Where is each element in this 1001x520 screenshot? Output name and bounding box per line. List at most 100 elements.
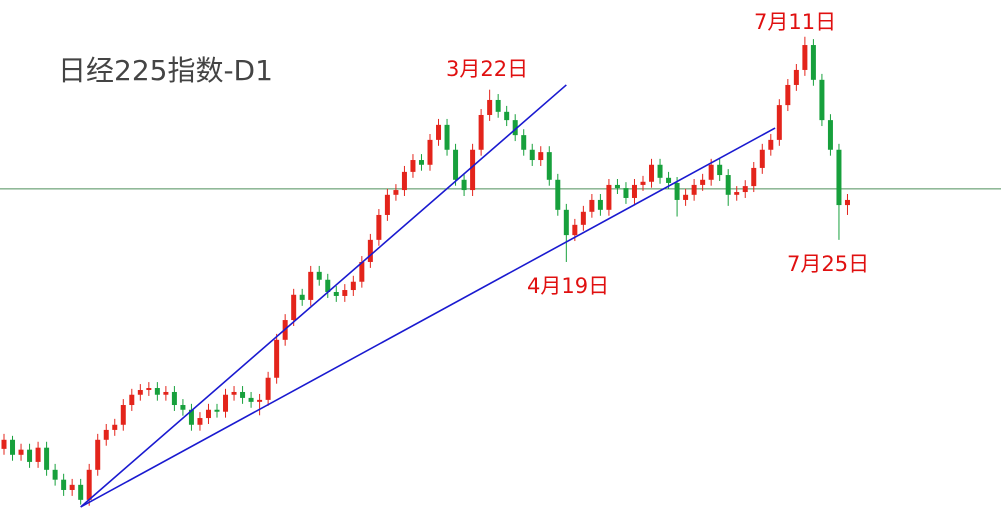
candle-body (640, 181, 646, 185)
candle-body (512, 120, 518, 136)
candle-body (367, 239, 373, 262)
candle-body (44, 447, 50, 470)
candle-body (725, 175, 731, 195)
candle-body (61, 479, 67, 490)
candle-body (504, 111, 510, 121)
candle-body (325, 279, 331, 293)
candle-body (248, 397, 254, 402)
candle-body (240, 391, 246, 398)
trend-line (80, 127, 776, 508)
candle-body (683, 194, 689, 200)
candle-body (478, 114, 484, 150)
candle-body (734, 192, 740, 195)
candle-body (444, 124, 450, 150)
candle-body (316, 271, 322, 280)
candle-body (188, 409, 194, 425)
candle-body (666, 177, 672, 183)
candle-body (342, 290, 348, 296)
candle-body (18, 449, 24, 455)
candle-body (538, 152, 544, 161)
candle-body (461, 179, 467, 191)
candle-body (453, 149, 459, 180)
candle-body (827, 120, 833, 150)
candle-body (197, 418, 203, 425)
candle-body (308, 271, 314, 300)
annotation: 4月19日 (527, 274, 609, 298)
candle-body (606, 184, 612, 210)
candle-body (154, 388, 160, 395)
candle-body (674, 182, 680, 200)
candle-body (129, 394, 135, 406)
candle-body (631, 184, 637, 198)
candle-body (572, 224, 578, 236)
candle-body (793, 69, 799, 85)
candle-body (546, 152, 552, 180)
candle-body (231, 391, 237, 395)
candle-body (265, 377, 271, 400)
candle-body (700, 179, 706, 185)
candle-body (401, 171, 407, 191)
candle-body (299, 294, 305, 300)
candle-body (521, 135, 527, 150)
candle-body (95, 439, 101, 470)
candle-body (27, 449, 33, 462)
candle-body (836, 149, 842, 206)
annotation: 3月22日 (446, 57, 528, 81)
candle-body (35, 447, 41, 462)
chart-title: 日经225指数-D1 (58, 54, 273, 87)
candle-body (776, 105, 782, 140)
candle-body (350, 281, 356, 291)
candle-body (614, 184, 620, 189)
candle-body (427, 139, 433, 165)
candle-body (597, 199, 603, 210)
candle-body (529, 149, 535, 161)
candle-body (470, 149, 476, 191)
candle-body (146, 388, 152, 390)
candle-body (563, 209, 569, 236)
candle-body (257, 399, 263, 402)
candle-body (436, 124, 442, 140)
candle-body (223, 394, 229, 412)
candle-body (649, 164, 655, 182)
candle-body (495, 99, 501, 112)
candle-body (214, 409, 220, 412)
candle-body (52, 469, 58, 480)
candle-body (742, 186, 748, 193)
candle-body (555, 179, 561, 210)
candle-body (810, 45, 816, 80)
candle-body (418, 160, 424, 165)
candle-body (180, 405, 186, 410)
candle-body (112, 424, 118, 430)
candle-body (844, 199, 850, 206)
candle-body (78, 484, 84, 500)
candle-body (410, 160, 416, 172)
candle-body (103, 429, 109, 440)
candle-body (1, 439, 7, 449)
candle-body (759, 149, 765, 168)
candle-body (657, 164, 663, 178)
annotation: 7月11日 (754, 10, 836, 34)
candle-body (393, 190, 399, 195)
candle-body (137, 390, 143, 395)
candle-body (274, 339, 280, 378)
trend-line (80, 84, 567, 508)
candle-body (487, 99, 493, 115)
candle-body (120, 405, 126, 425)
candle-body (10, 439, 16, 455)
annotation: 7月25日 (787, 252, 869, 276)
candle-body (205, 409, 211, 419)
candle-body (717, 164, 723, 176)
candle-body (333, 292, 339, 296)
candle-body (86, 469, 92, 500)
candle-body (802, 45, 808, 70)
candle-body (819, 79, 825, 121)
candle-body (171, 391, 177, 406)
candle-body (291, 294, 297, 321)
candle-body (751, 167, 757, 187)
candle-body (708, 164, 714, 180)
candle-body (623, 188, 629, 198)
candle-body (163, 391, 169, 395)
candle-body (589, 199, 595, 212)
